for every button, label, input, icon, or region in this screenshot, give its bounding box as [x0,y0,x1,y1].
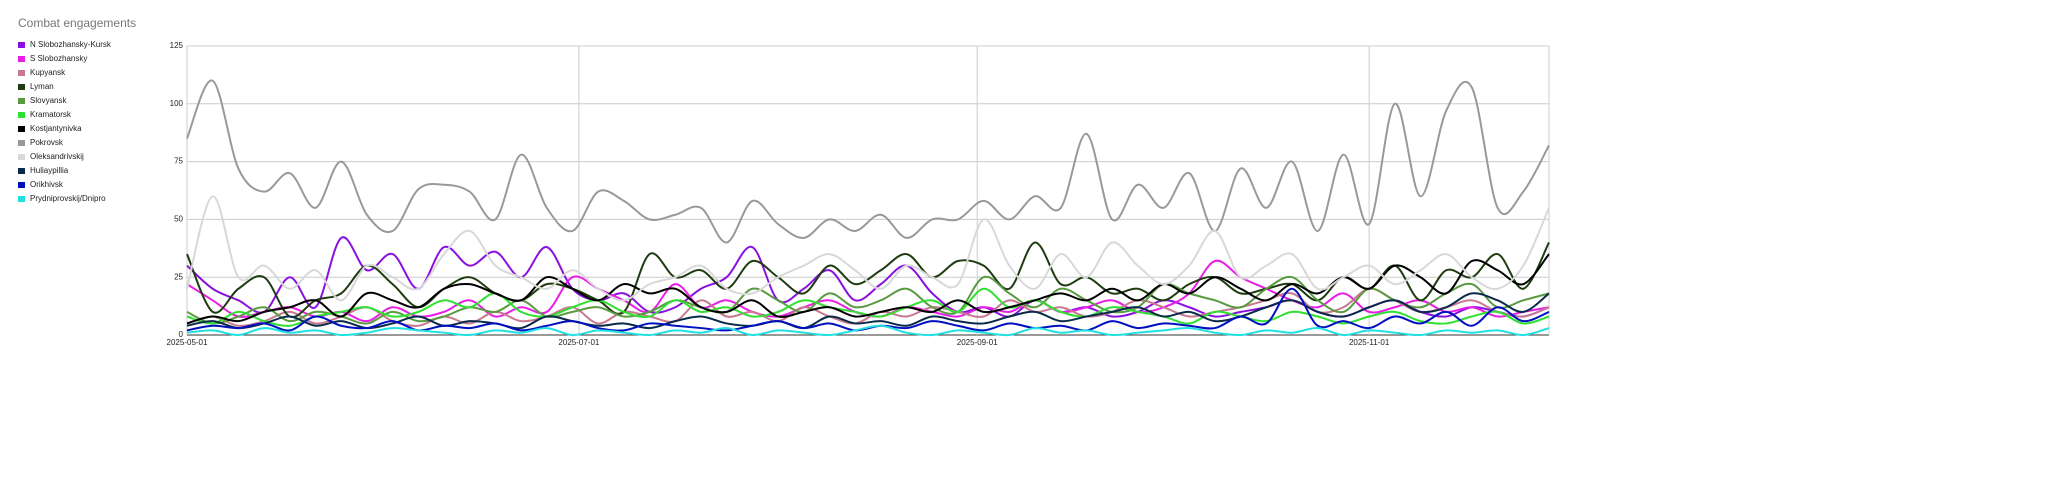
series-line [186,275,1550,325]
legend-swatch [18,126,25,132]
series-line [186,79,1550,244]
y-tick-label: 50 [174,215,183,224]
series-line [186,253,1550,325]
y-tick-label: 100 [170,99,184,108]
legend-label: Lyman [30,82,54,91]
y-tick-label: 75 [174,157,183,166]
legend-label: Slovyansk [30,96,67,105]
x-tick-label: 2025-07-01 [558,338,599,347]
legend-swatch [18,42,25,48]
legend-swatch [18,112,25,118]
legend-label: Pokrovsk [30,138,64,147]
legend-swatch [18,154,25,160]
x-tick-label: 2025-05-01 [167,338,208,347]
x-tick-label: 2025-09-01 [957,338,998,347]
legend-swatch [18,168,25,174]
legend-swatch [18,84,25,90]
legend-label: S Slobozhansky [30,54,87,63]
legend-label: Kupyansk [30,68,66,77]
legend-label: Prydniprovskij/Dnipro [30,194,106,203]
series-line [186,195,1550,302]
legend-swatch [18,140,25,146]
legend-label: N Slobozhansky-Kursk [30,40,112,49]
series-line [186,292,1550,330]
series-line [186,324,1550,337]
legend-label: Orikhivsk [30,180,64,189]
legend-label: Huliaypillia [30,166,69,175]
legend-label: Kramatorsk [30,110,72,119]
y-tick-label: 0 [179,330,184,339]
legend-label: Oleksandrivskij [30,152,84,161]
legend-swatch [18,98,25,104]
x-tick-label: 2025-11-01 [1349,338,1390,347]
y-tick-label: 125 [170,41,184,50]
y-tick-label: 25 [174,272,183,281]
legend-swatch [18,196,25,202]
chart-title: Combat engagements [18,16,136,30]
legend-label: Kostjantynivka [30,124,82,133]
legend-swatch [18,182,25,188]
legend-swatch [18,70,25,76]
legend-swatch [18,56,25,62]
